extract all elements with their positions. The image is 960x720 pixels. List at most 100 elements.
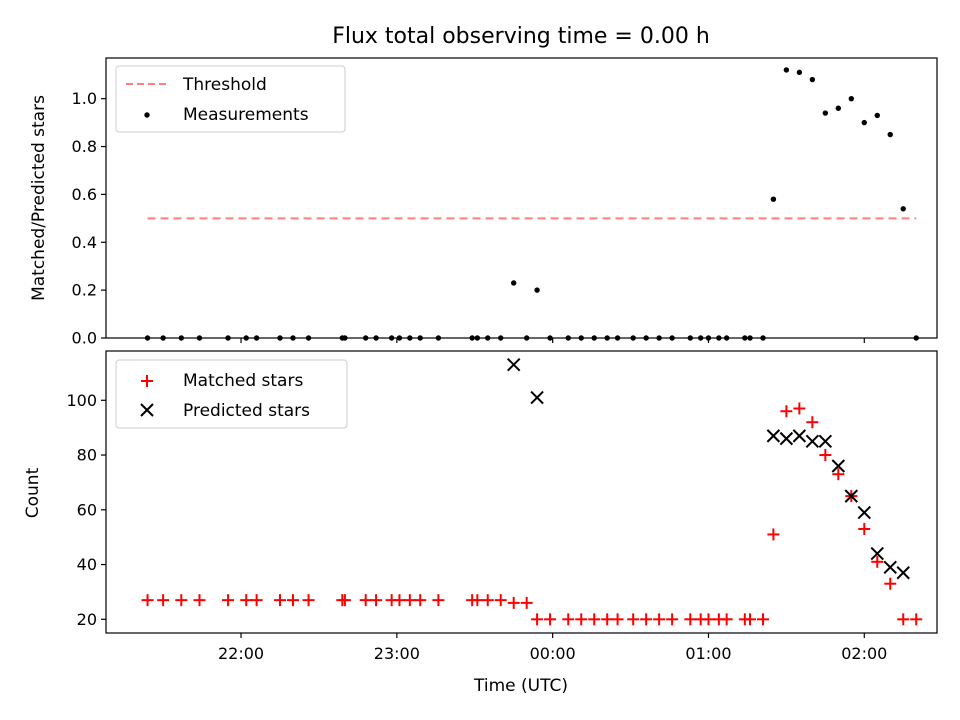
matched-stars-point	[588, 613, 601, 626]
matched-stars-point	[575, 613, 588, 626]
matched-stars-point	[286, 594, 299, 607]
matched-stars-point	[432, 594, 445, 607]
y-tick-label: 0.8	[72, 137, 97, 156]
matched-stars-point	[666, 613, 679, 626]
measurement-point	[687, 335, 693, 341]
y-tick-label: 80	[77, 446, 97, 465]
matched-stars-point	[193, 594, 206, 607]
matched-stars-point	[720, 613, 733, 626]
measurement-point	[822, 110, 829, 116]
top-y-axis: 0.0 0.2 0.4 0.6 0.8 1.0	[72, 89, 106, 348]
matched-stars-point	[520, 596, 533, 609]
measurement-point	[913, 335, 919, 341]
predicted-stars-point	[766, 429, 781, 443]
matched-stars-point	[684, 613, 697, 626]
x-tick-label: 02:00	[841, 644, 887, 663]
bottom-legend: Matched stars Predicted stars	[115, 359, 348, 429]
matched-stars-point	[414, 594, 427, 607]
measurement-point	[388, 335, 395, 341]
measurement-point	[697, 335, 704, 341]
matched-stars-point	[653, 613, 666, 626]
matched-stars-point	[910, 613, 923, 626]
matched-stars-point	[611, 613, 624, 626]
x-tick-label: 01:00	[685, 644, 731, 663]
matched-stars-point	[471, 594, 484, 607]
bottom-legend-box	[115, 359, 348, 429]
measurement-point	[565, 335, 571, 341]
matched-stars-point	[157, 594, 170, 607]
measurement-point	[396, 335, 403, 341]
measurement-point	[290, 335, 296, 341]
predicted-stars-point	[530, 390, 544, 405]
measurement-point	[742, 335, 748, 341]
matched-stars-point	[359, 594, 372, 607]
measurement-point	[614, 335, 621, 341]
measurement-point	[196, 335, 203, 341]
matched-stars-point	[884, 577, 897, 590]
legend-measurements-swatch	[144, 112, 150, 118]
matched-stars-point	[767, 528, 780, 541]
matched-stars-point	[403, 594, 416, 607]
measurement-point	[485, 335, 491, 341]
measurement-point	[630, 335, 636, 341]
matched-stars-point	[757, 613, 770, 626]
measurement-point	[716, 335, 722, 341]
measurement-point	[604, 335, 610, 341]
y-tick-label: 40	[77, 555, 97, 574]
matched-stars-point	[141, 594, 154, 607]
matched-stars-point	[507, 596, 520, 609]
matched-stars-point	[806, 416, 819, 429]
y-tick-label: 0.2	[72, 281, 97, 300]
top-legend-box	[115, 65, 346, 133]
legend-matched-label: Matched stars	[183, 371, 303, 391]
measurement-point	[523, 335, 530, 341]
measurement-point	[253, 335, 260, 341]
predicted-stars-point	[883, 560, 897, 574]
measurement-point	[760, 335, 766, 341]
matched-stars-point	[393, 594, 406, 607]
measurement-point	[342, 335, 348, 341]
measurement-point	[144, 335, 151, 341]
bottom-y-axis-label: Count	[23, 467, 43, 518]
predicted-stars-point	[857, 505, 871, 520]
y-tick-label: 60	[77, 500, 97, 519]
y-tick-label: 100	[66, 391, 97, 410]
matched-stars-point	[494, 594, 507, 607]
measurement-point	[578, 335, 584, 341]
measurement-point	[435, 335, 442, 341]
measurement-point	[225, 335, 231, 341]
measurement-point	[705, 335, 712, 341]
legend-matched-swatch	[141, 375, 153, 387]
measurement-point	[474, 335, 481, 341]
measurement-point	[747, 335, 753, 341]
matched-stars-point	[222, 594, 235, 607]
measurement-point	[809, 76, 816, 83]
matched-stars-point	[544, 613, 557, 626]
measurement-point	[591, 335, 597, 341]
legend-predicted-swatch	[140, 403, 154, 417]
matched-stars-point	[793, 402, 806, 415]
measurement-point	[669, 335, 675, 341]
predicted-stars-point	[792, 429, 807, 443]
measurement-point	[511, 280, 517, 286]
matched-stars-point	[250, 594, 263, 607]
y-tick-label: 0.6	[72, 185, 97, 204]
measurement-point	[407, 335, 413, 341]
matched-stars-point	[273, 594, 286, 607]
measurement-point	[874, 112, 880, 119]
predicted-stars-point	[896, 566, 910, 580]
predicted-stars-point	[805, 434, 820, 449]
x-tick-label: 23:00	[374, 644, 420, 663]
matched-stars-point	[338, 594, 351, 607]
measurement-point	[373, 335, 379, 341]
measurement-point	[160, 335, 166, 341]
matched-stars-point	[858, 522, 871, 535]
matched-stars-point	[370, 594, 383, 607]
matched-stars-point	[780, 405, 793, 418]
matched-stars-point	[481, 594, 494, 607]
predicted-stars-point	[818, 434, 833, 449]
matched-stars-point	[897, 613, 910, 626]
matched-stars-point	[744, 613, 757, 626]
matched-stars-point	[240, 594, 253, 607]
